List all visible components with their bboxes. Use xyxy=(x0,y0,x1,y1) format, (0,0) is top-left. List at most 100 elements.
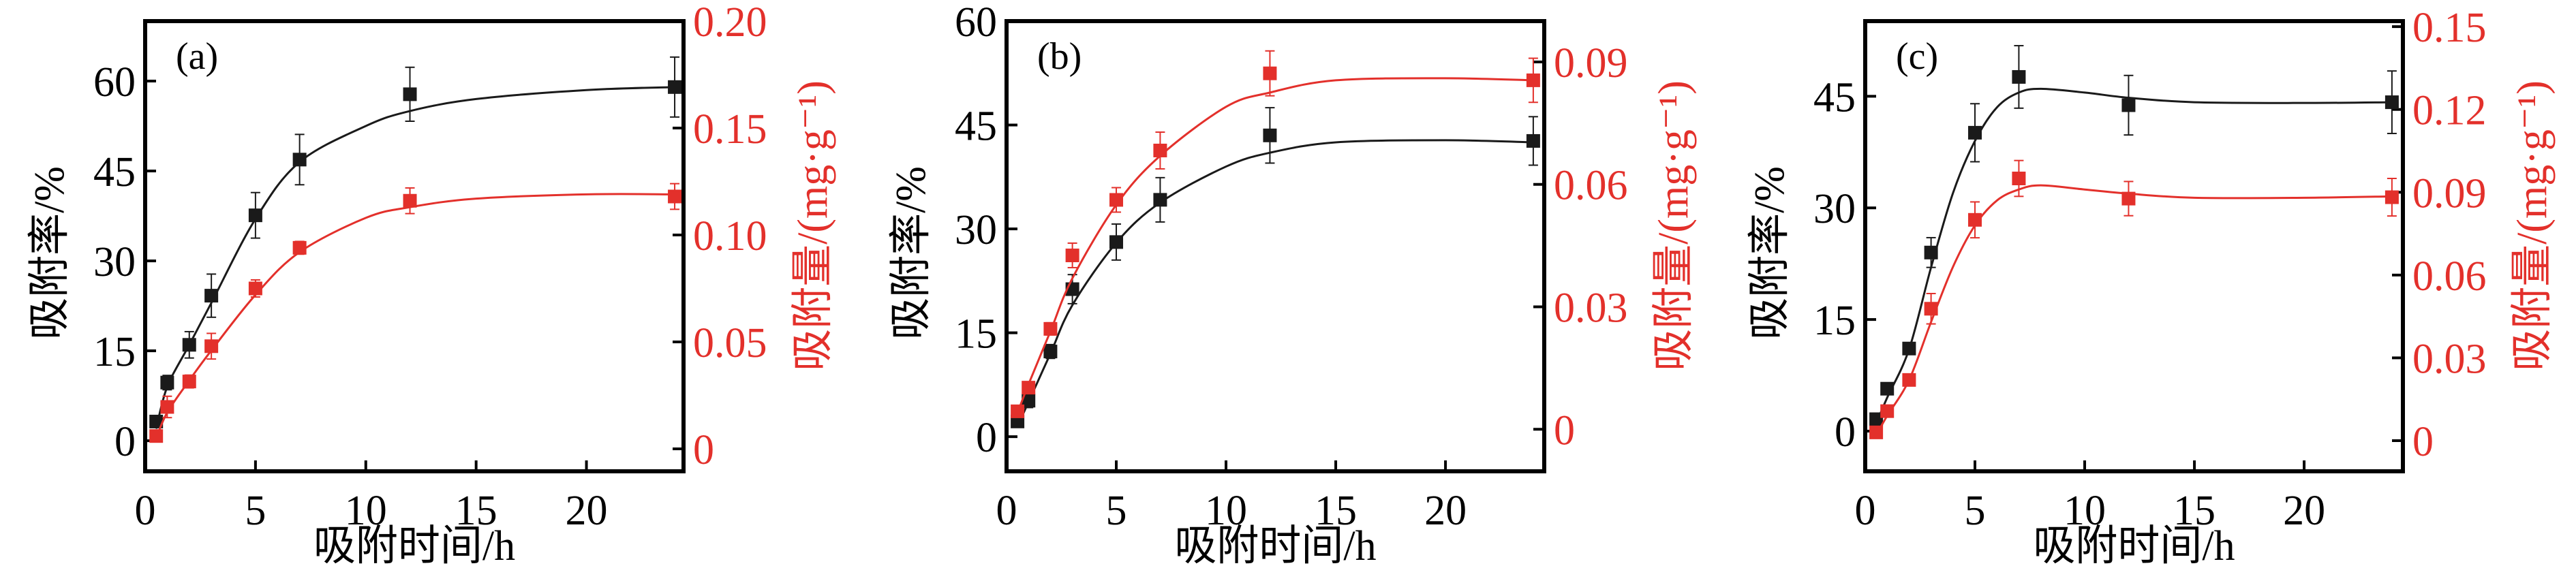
data-point-amount xyxy=(1869,425,1884,439)
data-point-rate xyxy=(1902,341,1916,356)
panel-label: (a) xyxy=(176,35,218,78)
fit-curve-amount xyxy=(1875,184,2392,436)
x-tick-label: 5 xyxy=(1106,488,1127,534)
data-point-rate xyxy=(1043,345,1058,359)
y-right-tick-label: 0.15 xyxy=(2412,5,2487,51)
fit-curve-rate xyxy=(1875,87,2392,424)
panel-label: (c) xyxy=(1896,35,1938,78)
y-left-tick-label: 30 xyxy=(93,239,136,285)
data-point-amount xyxy=(1065,248,1079,262)
y-right-tick-label: 0.10 xyxy=(693,213,767,259)
x-axis-title: 吸附时间/h xyxy=(2033,523,2235,569)
y-right-tick-label: 0.06 xyxy=(1554,163,1628,209)
data-point-rate xyxy=(292,153,307,167)
data-point-amount xyxy=(1153,143,1167,157)
data-point-amount xyxy=(248,281,262,296)
y-left-tick-label: 0 xyxy=(114,419,136,465)
x-tick-label: 15 xyxy=(455,488,497,534)
y-left-tick-label: 30 xyxy=(955,207,997,253)
y-right-tick-label: 0.12 xyxy=(2412,88,2487,134)
x-axis-title: 吸附时间/h xyxy=(313,523,515,569)
y-right-tick-label: 0.05 xyxy=(693,320,767,366)
data-point-amount xyxy=(1968,212,1982,227)
y-right-tick-label: 0.03 xyxy=(2412,336,2487,382)
data-point-rate xyxy=(1924,245,1938,259)
data-point-rate xyxy=(2385,95,2399,110)
data-point-amount xyxy=(1526,73,1540,87)
x-tick-label: 5 xyxy=(1965,488,1986,534)
y-left-tick-label: 15 xyxy=(1813,298,1856,344)
data-point-amount xyxy=(1902,373,1916,387)
y-left-tick-label: 15 xyxy=(955,311,997,358)
data-point-amount xyxy=(204,339,219,353)
y-right-axis-title: 吸附量/(mg·g⁻¹) xyxy=(790,80,836,371)
data-point-amount xyxy=(292,240,307,255)
data-point-amount xyxy=(1924,302,1938,316)
y-left-tick-label: 45 xyxy=(93,149,136,195)
data-point-amount xyxy=(160,400,174,414)
data-point-amount xyxy=(1880,404,1895,418)
data-point-rate xyxy=(1263,128,1277,142)
x-tick-label: 15 xyxy=(1315,488,1357,534)
data-point-rate xyxy=(2012,69,2026,84)
data-point-rate xyxy=(1153,193,1167,207)
y-left-tick-label: 45 xyxy=(1813,74,1856,121)
data-point-rate xyxy=(1109,235,1124,249)
x-tick-label: 10 xyxy=(1205,488,1247,534)
y-left-tick-label: 30 xyxy=(1813,186,1856,232)
y-right-tick-label: 0.03 xyxy=(1554,285,1628,331)
y-right-axis-title: 吸附量/(mg·g⁻¹) xyxy=(1651,80,1697,371)
data-point-amount xyxy=(1263,66,1277,80)
data-point-rate xyxy=(668,80,682,94)
y-right-axis-title: 吸附量/(mg·g⁻¹) xyxy=(2509,80,2556,371)
y-right-tick-label: 0.09 xyxy=(2412,170,2487,217)
data-point-rate xyxy=(182,338,196,352)
y-left-axis-title: 吸附率/% xyxy=(888,166,934,340)
data-point-rate xyxy=(248,208,262,223)
x-tick-label: 0 xyxy=(1855,488,1876,534)
y-right-tick-label: 0.09 xyxy=(1554,40,1628,86)
plot-frame xyxy=(143,19,686,473)
x-tick-label: 0 xyxy=(135,488,156,534)
plot-frame xyxy=(1005,19,1546,473)
y-right-tick-label: 0.20 xyxy=(693,0,767,46)
y-right-tick-label: 0 xyxy=(1554,407,1575,454)
data-point-rate xyxy=(160,375,174,390)
x-tick-label: 5 xyxy=(245,488,266,534)
fit-curve-amount xyxy=(155,193,675,439)
data-point-rate xyxy=(1968,125,1982,140)
plot-frame xyxy=(1863,19,2405,473)
data-point-amount xyxy=(1022,381,1036,395)
x-tick-label: 20 xyxy=(2283,488,2325,534)
x-axis-title: 吸附时间/h xyxy=(1174,523,1376,569)
data-point-rate xyxy=(1022,394,1036,408)
y-left-tick-label: 15 xyxy=(93,329,136,375)
data-point-amount xyxy=(1109,193,1124,207)
x-tick-label: 20 xyxy=(1424,488,1467,534)
data-point-amount xyxy=(2385,190,2399,204)
panel-c: 0 5 10 15 20 0 15 30 45 0 0.03 0.06 0.09 0.12 0.15 (c) 吸… xyxy=(1747,5,2556,569)
data-point-rate xyxy=(2121,98,2136,112)
data-point-rate xyxy=(204,289,219,303)
panel-b: 0 5 10 15 20 0 15 30 45 60 0 0.03 0.06 0.09 (b) 吸附时间/h 吸… xyxy=(888,0,1697,569)
panel-label: (b) xyxy=(1037,35,1082,78)
y-left-tick-label: 0 xyxy=(1835,409,1856,456)
y-left-tick-label: 45 xyxy=(955,104,997,150)
data-point-amount xyxy=(1011,404,1025,418)
data-point-amount xyxy=(403,193,417,208)
y-right-tick-label: 0.15 xyxy=(693,106,767,153)
data-point-amount xyxy=(668,189,682,204)
y-left-axis-title: 吸附率/% xyxy=(27,166,73,340)
data-point-amount xyxy=(182,375,196,389)
y-left-tick-label: 60 xyxy=(93,59,136,106)
y-right-tick-label: 0 xyxy=(693,427,714,473)
y-left-tick-label: 0 xyxy=(976,415,997,461)
y-right-tick-label: 0.06 xyxy=(2412,253,2487,300)
data-point-amount xyxy=(2121,191,2136,206)
x-tick-label: 0 xyxy=(996,488,1017,534)
y-left-axis-title: 吸附率/% xyxy=(1747,166,1793,340)
y-left-tick-label: 60 xyxy=(955,0,997,46)
data-point-rate xyxy=(1869,412,1884,426)
data-point-amount xyxy=(2012,172,2026,186)
